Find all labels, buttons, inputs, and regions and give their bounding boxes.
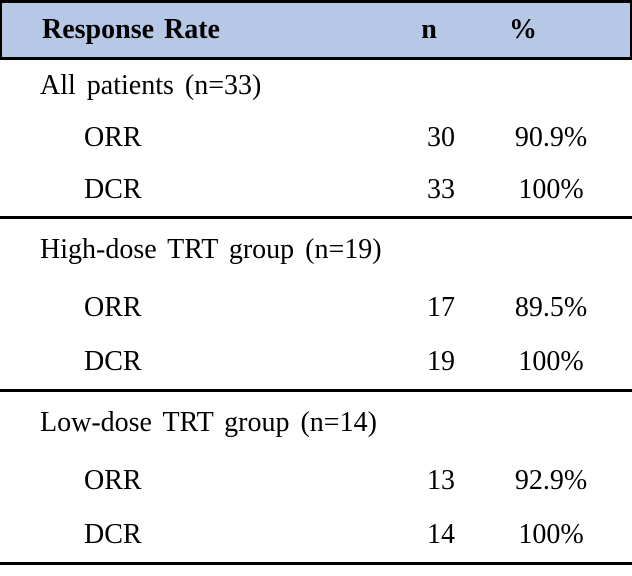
metric-label: DCR xyxy=(84,174,142,205)
metric-label: ORR xyxy=(84,292,142,323)
group-label: All patients (n=33) xyxy=(40,70,262,101)
group-label: High-dose TRT group (n=19) xyxy=(40,234,382,265)
table-row: DCR 19 100% xyxy=(0,335,632,389)
percent-value: 100% xyxy=(518,519,584,550)
percent-value: 92.9% xyxy=(514,465,588,496)
section-all-patients: All patients (n=33) ORR 30 90.9% DCR 33 … xyxy=(0,60,632,219)
n-value: 19 xyxy=(427,346,455,377)
metric-label: ORR xyxy=(84,122,142,153)
table-row: ORR 30 90.9% xyxy=(0,112,632,164)
table-row: DCR 14 100% xyxy=(0,508,632,562)
n-value: 17 xyxy=(427,292,455,323)
percent-value: 89.5% xyxy=(514,292,588,323)
table-row: DCR 33 100% xyxy=(0,164,632,216)
header-percent-column: % xyxy=(509,14,537,45)
n-value: 30 xyxy=(427,122,455,153)
metric-label: DCR xyxy=(84,346,142,377)
section-low-dose-trt: Low-dose TRT group (n=14) ORR 13 92.9% D… xyxy=(0,392,632,565)
percent-value: 90.9% xyxy=(514,122,588,153)
header-response-rate: Response Rate xyxy=(42,14,220,45)
group-header-row: High-dose TRT group (n=19) xyxy=(0,219,632,281)
n-value: 14 xyxy=(427,519,455,550)
n-value: 33 xyxy=(427,174,455,205)
percent-value: 100% xyxy=(518,174,584,205)
header-n-column: n xyxy=(421,14,437,45)
n-value: 13 xyxy=(427,465,455,496)
group-header-row: Low-dose TRT group (n=14) xyxy=(0,392,632,454)
group-label: Low-dose TRT group (n=14) xyxy=(40,407,377,438)
section-high-dose-trt: High-dose TRT group (n=19) ORR 17 89.5% … xyxy=(0,219,632,392)
table-row: ORR 17 89.5% xyxy=(0,281,632,335)
metric-label: ORR xyxy=(84,465,142,496)
percent-value: 100% xyxy=(518,346,584,377)
table-header-row: Response Rate n % xyxy=(0,0,632,60)
table-row: ORR 13 92.9% xyxy=(0,454,632,508)
group-header-row: All patients (n=33) xyxy=(0,60,632,112)
metric-label: DCR xyxy=(84,519,142,550)
